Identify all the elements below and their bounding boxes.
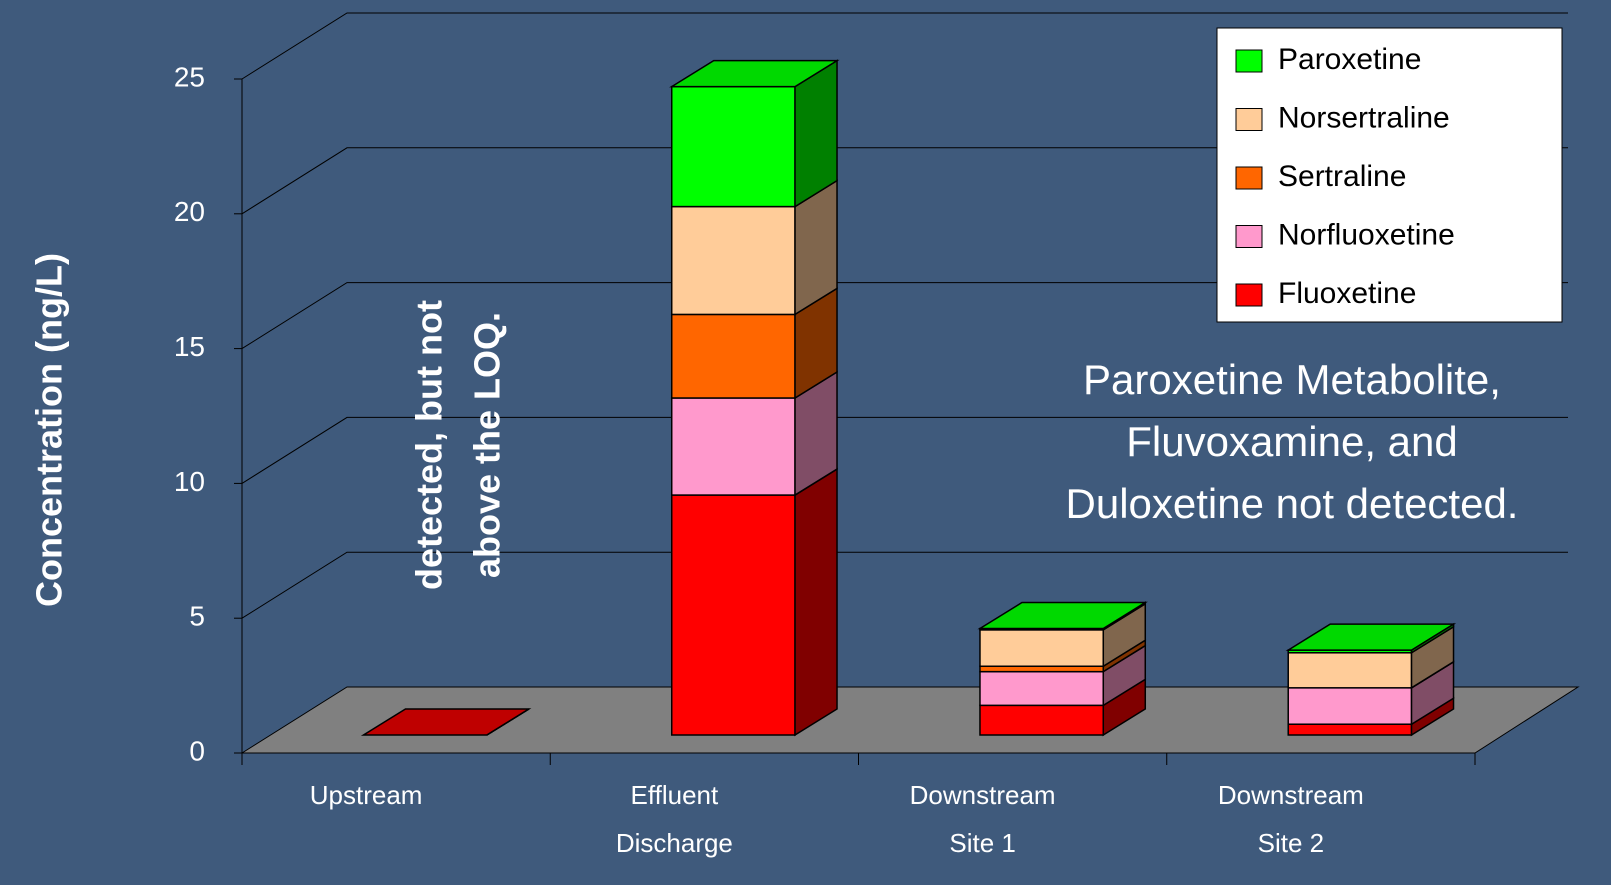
legend-swatch [1235,108,1263,131]
bar-segment [670,59,838,208]
bar-segment [1287,660,1455,726]
bar-segment [670,467,838,737]
grid-line [241,282,1568,350]
x-tick-label: Upstream [310,780,423,810]
bar-top [669,59,840,88]
legend-label: Norsertraline [1278,101,1450,134]
bar-segment [979,644,1147,707]
y-tick-label: 0 [189,735,205,766]
legend-swatch [1235,283,1263,307]
grid-line [241,12,1568,80]
legend-label: Paroxetine [1278,43,1421,76]
grid-line [241,147,1568,215]
x-tick-label: Discharge [616,828,733,858]
y-tick-label: 5 [189,601,205,632]
y-tick-label: 25 [174,61,205,92]
grid-line [241,551,1568,619]
grid-line [241,416,1568,484]
annotation: detected, but not [409,300,450,590]
x-tick-label: Downstream [910,780,1056,810]
annotation: Paroxetine Metabolite, [1083,356,1501,403]
legend: Paroxetine Norsertraline Sertraline Norfluo… [1216,27,1563,323]
annotation: Fluvoxamine, and [1126,418,1458,465]
legend-swatch [1235,225,1263,248]
legend-label: Fluoxetine [1278,277,1416,310]
legend-swatch [1235,49,1263,73]
x-tick-label: Effluent [631,780,719,810]
y-tick-label: 20 [174,196,205,227]
annotation: above the LOQ. [467,312,508,578]
bar-segment [979,677,1147,737]
legend-label: Sertraline [1278,160,1406,193]
bar-segment [670,287,838,400]
bar-segment [979,602,1147,668]
annotation: Duloxetine not detected. [1066,480,1519,527]
bar-top [977,601,1148,630]
bar-segment [670,370,838,497]
y-tick-label: 15 [174,331,205,362]
x-tick-label: Site 1 [949,828,1016,858]
x-tick-label: Site 2 [1258,828,1325,858]
y-axis-label: Concentration (ng/L) [29,253,70,607]
legend-swatch [1235,166,1263,190]
x-tick-label: Downstream [1218,780,1364,810]
y-tick-label: 10 [174,466,205,497]
legend-label: Norfluoxetine [1278,218,1455,251]
bar-top [360,708,532,736]
bar-top [1285,623,1457,651]
